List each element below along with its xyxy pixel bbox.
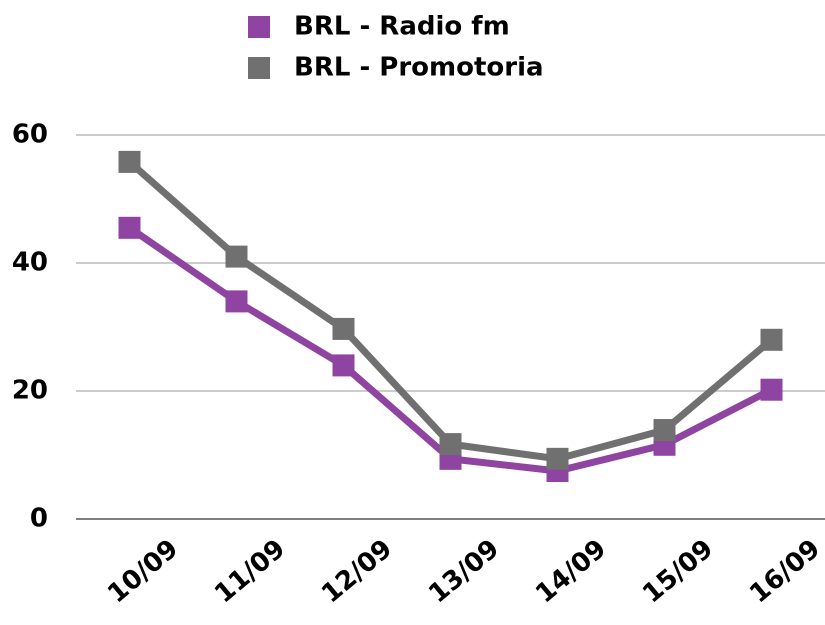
y-tick-label: 0 — [30, 504, 48, 534]
x-tick-label: 10/09 — [102, 534, 184, 610]
legend-swatch — [248, 16, 270, 38]
point-marker — [439, 433, 462, 456]
legend-label: BRL - Radio fm — [294, 12, 510, 42]
point-marker — [760, 328, 783, 351]
point-marker — [118, 150, 141, 173]
x-tick-label: 11/09 — [209, 534, 291, 610]
point-marker — [760, 378, 783, 401]
point-marker — [225, 290, 248, 313]
point-marker — [118, 216, 141, 239]
legend-swatch — [248, 57, 270, 79]
x-tick-label: 15/09 — [637, 534, 719, 610]
y-tick-label: 40 — [12, 248, 48, 278]
point-marker — [653, 419, 676, 442]
x-tick-label: 12/09 — [316, 534, 398, 610]
x-tick-label: 14/09 — [530, 534, 612, 610]
x-tick-label: 16/09 — [744, 534, 825, 610]
y-tick-label: 60 — [12, 120, 48, 150]
point-marker — [332, 354, 355, 377]
x-tick-label: 13/09 — [423, 534, 505, 610]
y-tick-label: 20 — [12, 376, 48, 406]
legend-label: BRL - Promotoria — [294, 53, 544, 83]
point-marker — [225, 245, 248, 268]
point-marker — [332, 317, 355, 340]
point-marker — [546, 447, 569, 470]
